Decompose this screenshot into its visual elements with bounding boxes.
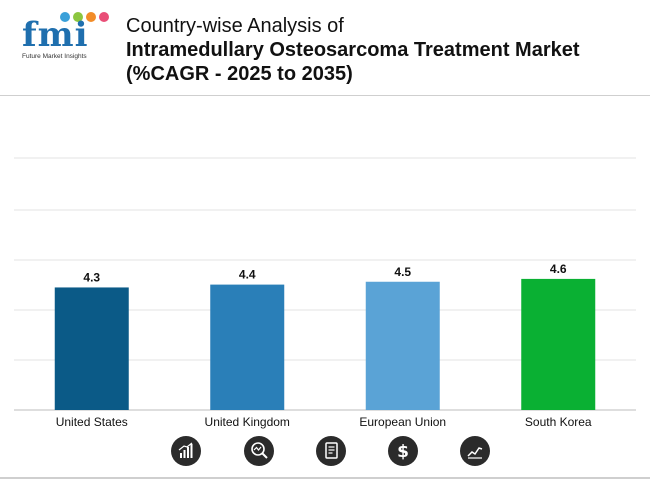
logo-dots	[60, 12, 110, 24]
value-label: 4.6	[550, 262, 567, 276]
footer-line	[0, 477, 650, 479]
value-labels: 4.3 4.4 4.5 4.6	[83, 262, 567, 285]
logo-tagline: Future Market Insights	[22, 53, 87, 60]
bar	[365, 281, 440, 410]
value-label: 4.5	[394, 265, 411, 279]
dollar-icon: $	[388, 436, 418, 466]
category-label: South Korea	[525, 415, 592, 429]
logo-dot	[99, 12, 109, 22]
category-label: European Union	[359, 415, 446, 429]
header: fmi Future Market Insights Country-wise …	[0, 0, 650, 96]
title-line-1: Country-wise Analysis of	[126, 15, 344, 37]
bars	[54, 278, 596, 410]
chart-title: Country-wise Analysis of Intramedullary …	[126, 14, 580, 86]
bar	[521, 278, 596, 410]
line-trend-icon	[460, 436, 490, 466]
bar	[54, 287, 129, 410]
bar	[210, 284, 285, 410]
magnifier-chart-icon	[244, 436, 274, 466]
svg-text:$: $	[397, 442, 409, 462]
title-line-2: Intramedullary Osteosarcoma Treatment Ma…	[126, 39, 580, 61]
category-label: United Kingdom	[205, 415, 290, 429]
value-label: 4.3	[83, 270, 100, 284]
value-label: 4.4	[239, 268, 256, 282]
logo-dot	[73, 12, 83, 22]
category-label: United States	[56, 415, 128, 429]
header-divider	[0, 95, 650, 96]
logo-dot	[60, 12, 70, 22]
title-line-3: (%CAGR - 2025 to 2035)	[126, 63, 353, 85]
bar-chart: 4.3 4.4 4.5 4.6 United States United Kingdom…	[14, 157, 636, 429]
fmi-logo: fmi Future Market Insights	[22, 10, 110, 66]
logo-dot	[86, 12, 96, 22]
logo-text: fmi	[22, 15, 89, 55]
report-document-icon	[316, 436, 346, 466]
bar-growth-icon	[171, 436, 201, 466]
category-labels: United States United Kingdom European Unio…	[56, 415, 592, 429]
